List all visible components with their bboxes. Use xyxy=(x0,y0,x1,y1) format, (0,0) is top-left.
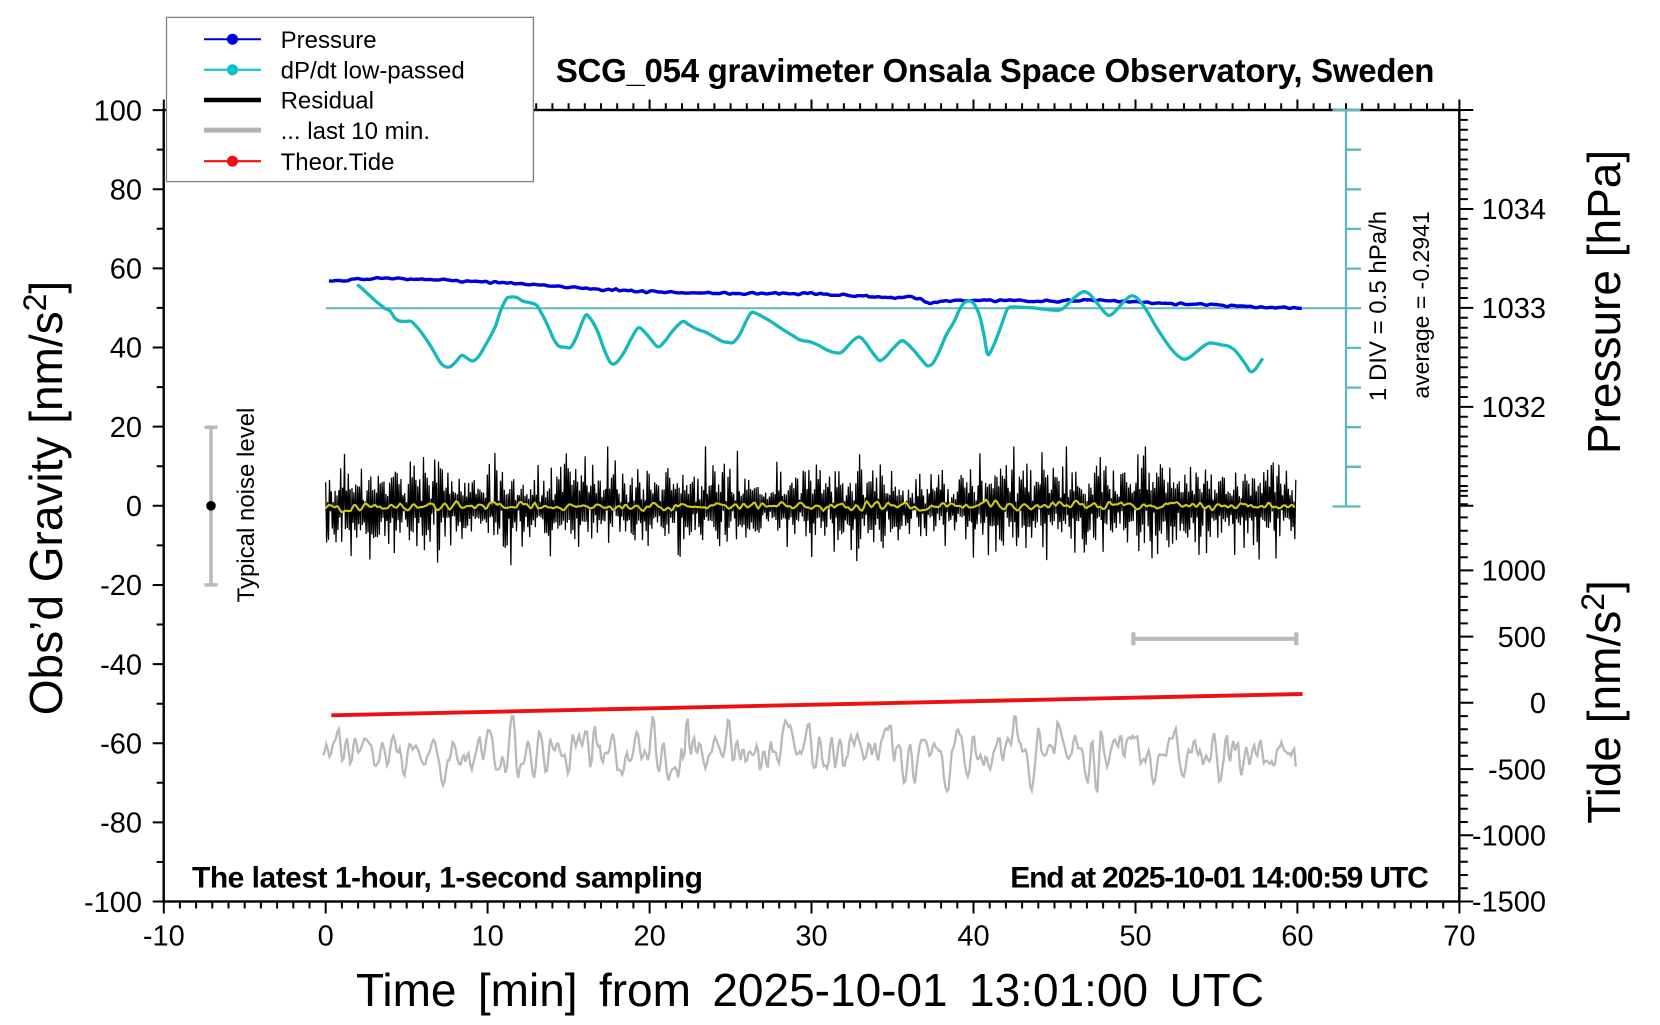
svg-text:30: 30 xyxy=(795,921,827,953)
svg-text:Time [min] from 2025-10-01 13:: Time [min] from 2025-10-01 13:01:00 UTC xyxy=(356,964,1264,1016)
svg-text:Tide [nm/s2]: Tide [nm/s2] xyxy=(1575,580,1630,824)
svg-text:1033: 1033 xyxy=(1481,293,1546,325)
svg-text:10: 10 xyxy=(471,921,503,953)
svg-text:70: 70 xyxy=(1443,921,1475,953)
svg-text:-1000: -1000 xyxy=(1472,821,1546,853)
svg-text:Pressure [hPa]: Pressure [hPa] xyxy=(1578,150,1630,454)
svg-text:40: 40 xyxy=(110,333,142,365)
svg-text:... last 10 min.: ... last 10 min. xyxy=(281,118,430,145)
svg-text:40: 40 xyxy=(957,921,989,953)
svg-text:20: 20 xyxy=(110,412,142,444)
svg-text:-1500: -1500 xyxy=(1472,887,1546,919)
svg-text:-10: -10 xyxy=(143,921,185,953)
svg-text:-500: -500 xyxy=(1488,754,1546,786)
svg-text:The latest 1-hour, 1-second sa: The latest 1-hour, 1-second sampling xyxy=(192,862,702,895)
svg-text:20: 20 xyxy=(633,921,665,953)
svg-text:-40: -40 xyxy=(100,649,142,681)
svg-text:-20: -20 xyxy=(100,570,142,602)
svg-text:-60: -60 xyxy=(100,729,142,761)
svg-text:-100: -100 xyxy=(84,887,142,919)
svg-text:average = -0.2941: average = -0.2941 xyxy=(1408,211,1434,398)
svg-text:1 DIV = 0.5 hPa/h: 1 DIV = 0.5 hPa/h xyxy=(1365,211,1392,401)
svg-text:Theor.Tide: Theor.Tide xyxy=(281,149,395,176)
svg-text:1034: 1034 xyxy=(1481,194,1546,226)
svg-text:Obs’d Gravity [nm/s2]: Obs’d Gravity [nm/s2] xyxy=(17,281,72,715)
svg-text:SCG_054 gravimeter Onsala Spac: SCG_054 gravimeter Onsala Space Observat… xyxy=(556,52,1434,89)
svg-text:Residual: Residual xyxy=(281,88,374,115)
svg-text:Typical noise level: Typical noise level xyxy=(233,408,260,603)
svg-text:0: 0 xyxy=(126,491,142,523)
svg-text:1032: 1032 xyxy=(1481,392,1546,424)
svg-text:500: 500 xyxy=(1498,622,1546,654)
svg-text:Pressure: Pressure xyxy=(281,27,377,54)
svg-text:60: 60 xyxy=(1281,921,1313,953)
svg-text:60: 60 xyxy=(110,254,142,286)
svg-text:End at 2025-10-01 14:00:59 UTC: End at 2025-10-01 14:00:59 UTC xyxy=(1010,862,1428,895)
svg-text:0: 0 xyxy=(1530,688,1546,720)
svg-text:0: 0 xyxy=(318,921,334,953)
svg-text:80: 80 xyxy=(110,174,142,206)
svg-text:1000: 1000 xyxy=(1481,556,1546,588)
svg-text:100: 100 xyxy=(94,95,142,127)
svg-text:dP/dt low-passed: dP/dt low-passed xyxy=(281,58,465,85)
svg-text:-80: -80 xyxy=(100,808,142,840)
svg-text:50: 50 xyxy=(1119,921,1151,953)
